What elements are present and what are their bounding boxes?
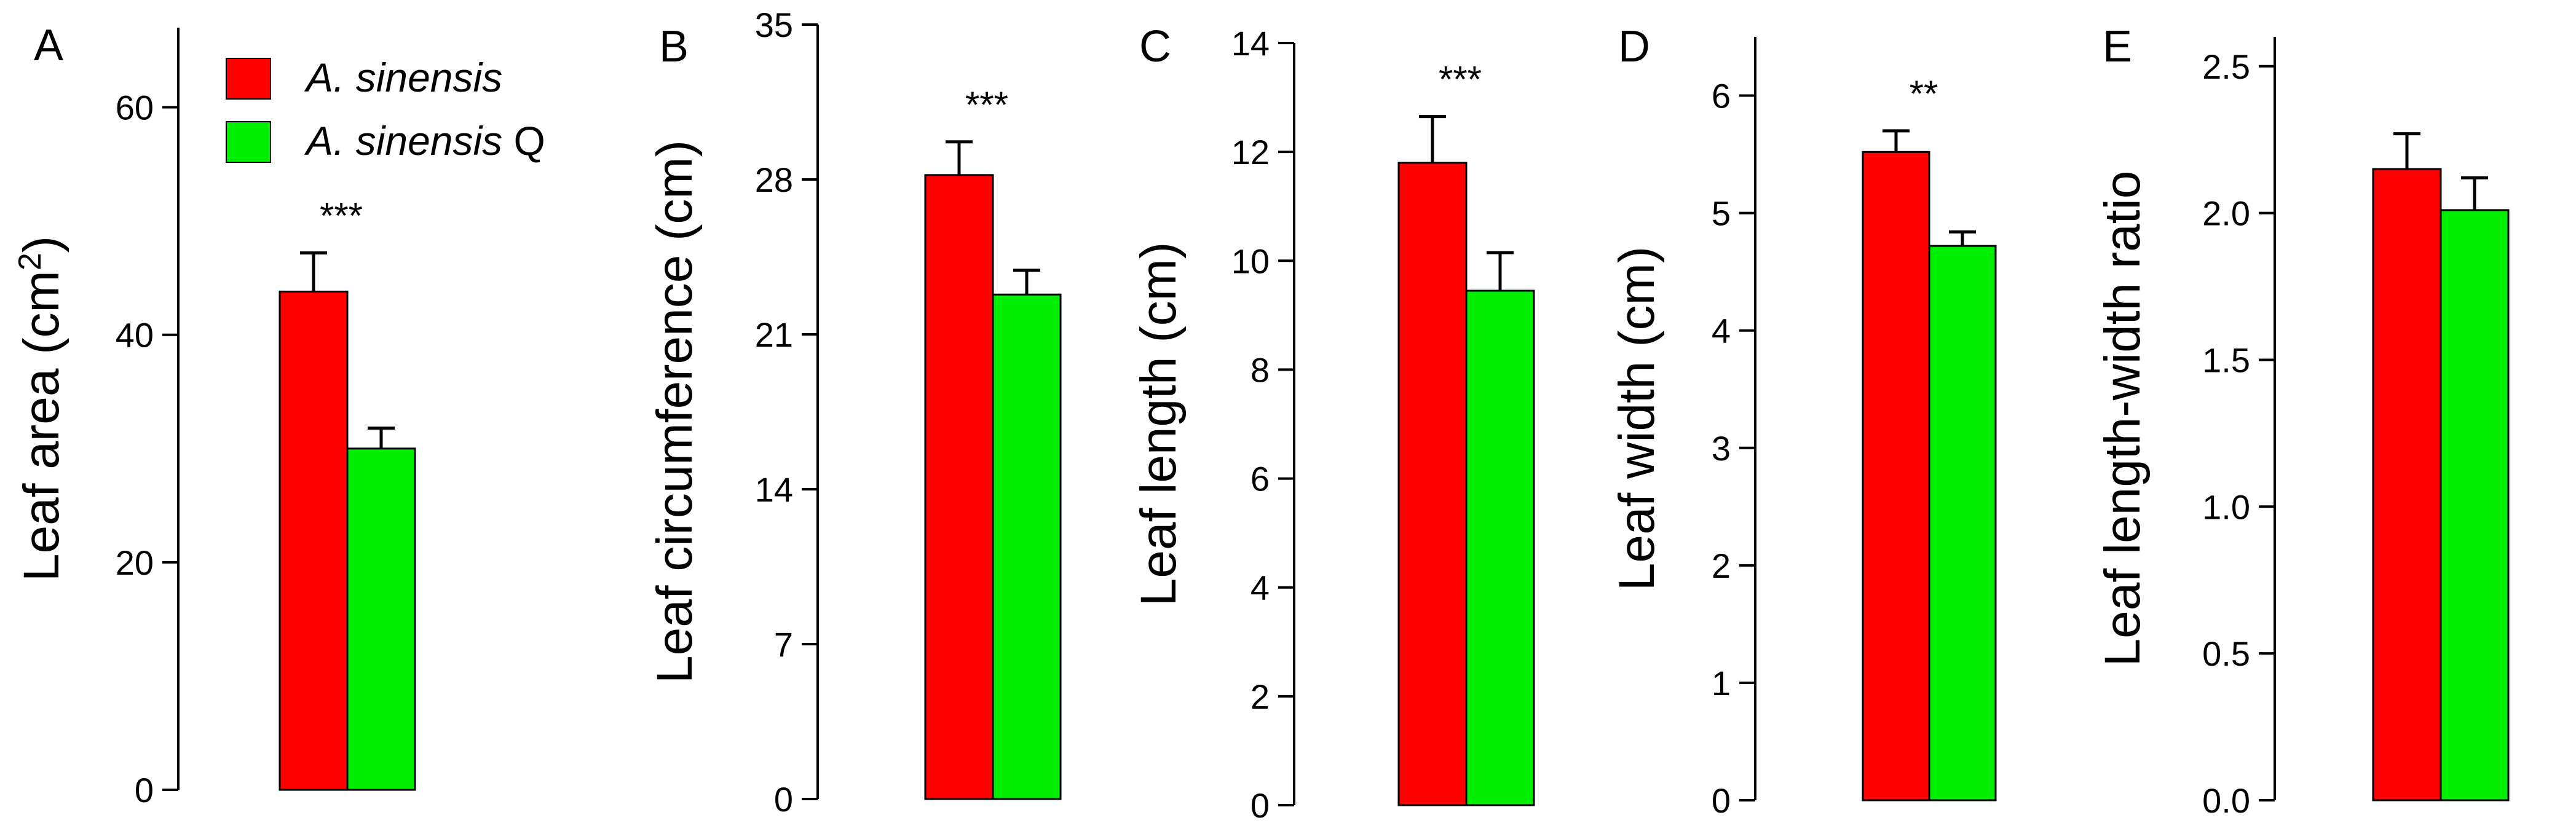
legend-item: A. sinensis Q <box>226 118 545 163</box>
panel-e: E 0.0 0.5 1.0 1.5 2.0 2.5 Leaf length-width rat… <box>2095 22 2510 820</box>
y-tick-label: 28 <box>755 160 793 199</box>
panel-letter: D <box>1618 22 1650 71</box>
panel-letter: A <box>34 21 63 70</box>
y-tick-label: 2.5 <box>2202 47 2250 86</box>
panel-c: C 0 2 4 6 8 10 12 14 Leaf length (cm) *** <box>1131 22 1535 823</box>
y-tick-label: 14 <box>755 470 793 509</box>
legend-label: A. sinensis Q <box>304 118 545 163</box>
y-tick-label: 6 <box>1250 460 1270 498</box>
bar-a-sinensis-q <box>1465 289 1535 806</box>
y-tick-label: 7 <box>774 625 793 664</box>
panel-d: D 0 1 2 3 4 5 6 Leaf width (cm) ** <box>1609 22 1997 820</box>
y-tick-label: 2.0 <box>2202 194 2250 233</box>
y-tick-label: 0 <box>135 771 154 809</box>
panel-letter: C <box>1139 22 1171 71</box>
bar-a-sinensis <box>924 174 994 800</box>
y-tick-label: 4 <box>1712 312 1731 350</box>
significance-label: *** <box>320 195 363 236</box>
y-tick-label: 0.0 <box>2202 781 2250 820</box>
y-tick-label: 8 <box>1250 350 1270 389</box>
bar-a-sinensis-q <box>1928 245 1997 801</box>
bar-a-sinensis-q <box>992 293 1062 800</box>
bar-a-sinensis-q <box>2440 209 2510 801</box>
bar-a-sinensis <box>1397 162 1468 806</box>
bar-a-sinensis <box>2372 168 2442 801</box>
y-tick-label: 14 <box>1231 24 1270 63</box>
y-tick-label: 0 <box>1250 786 1270 823</box>
significance-label: *** <box>1439 59 1482 100</box>
y-tick-label: 6 <box>1712 77 1731 116</box>
y-tick-label: 2 <box>1712 546 1731 585</box>
legend: A. sinensis A. sinensis Q <box>226 55 545 163</box>
bar-a-sinensis <box>1862 151 1930 801</box>
y-tick-label: 2 <box>1250 677 1270 716</box>
y-tick-label: 40 <box>116 316 154 355</box>
legend-swatch <box>226 121 271 163</box>
y-tick-label: 0.5 <box>2202 634 2250 673</box>
y-axis-title: Leaf width (cm) <box>1609 246 1665 591</box>
y-tick-label: 21 <box>755 315 793 354</box>
y-tick-label: 3 <box>1712 429 1731 468</box>
y-tick-label: 4 <box>1250 569 1270 607</box>
panel-b: B 0 7 14 21 28 35 Leaf circumference (cm) *** <box>647 6 1062 819</box>
significance-label: ** <box>1910 73 1938 114</box>
y-axis-title: Leaf area (cm2) <box>12 236 69 581</box>
y-tick-label: 0 <box>774 780 793 819</box>
y-tick-label: 35 <box>755 6 793 44</box>
y-tick-label: 1.0 <box>2202 487 2250 526</box>
y-tick-label: 5 <box>1712 194 1731 233</box>
bar-a-sinensis <box>279 290 349 791</box>
panel-a: A 0 20 40 60 Leaf area (cm2) *** <box>12 21 416 809</box>
y-axis-title: Leaf length-width ratio <box>2095 171 2151 667</box>
significance-label: *** <box>965 84 1008 125</box>
bar-a-sinensis-q <box>346 447 416 791</box>
y-axis-title: Leaf length (cm) <box>1131 242 1187 607</box>
y-tick-label: 0 <box>1712 781 1731 820</box>
legend-item: A. sinensis <box>226 55 502 100</box>
y-tick-label: 20 <box>116 543 154 582</box>
panel-letter: B <box>659 22 689 71</box>
y-tick-label: 1.5 <box>2202 341 2250 379</box>
y-tick-label: 12 <box>1231 133 1270 171</box>
y-tick-label: 10 <box>1231 242 1270 280</box>
y-tick-label: 1 <box>1712 664 1731 703</box>
legend-swatch <box>226 58 271 100</box>
y-tick-label: 60 <box>116 89 154 127</box>
legend-label: A. sinensis <box>304 55 502 100</box>
y-axis-title: Leaf circumference (cm) <box>647 140 703 683</box>
panel-letter: E <box>2103 22 2132 71</box>
